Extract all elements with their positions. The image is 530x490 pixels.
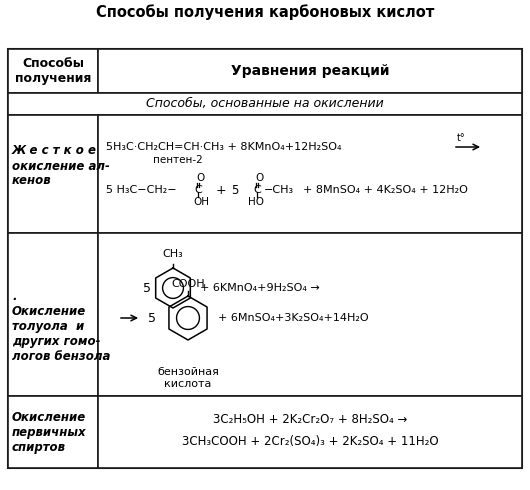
Text: Способы, основанные на окислении: Способы, основанные на окислении	[146, 98, 384, 111]
Bar	[8, 233, 98, 396]
Bar	[98, 49, 522, 93]
Text: HO: HO	[248, 197, 264, 207]
Text: 3C₂H₅OH + 2K₂Cr₂O₇ + 8H₂SO₄ →: 3C₂H₅OH + 2K₂Cr₂O₇ + 8H₂SO₄ →	[213, 413, 407, 425]
Bar	[98, 396, 522, 468]
Text: C: C	[253, 185, 261, 195]
Bar	[8, 49, 98, 93]
Text: COOH: COOH	[171, 279, 205, 289]
Text: 5: 5	[143, 281, 151, 294]
Text: 5: 5	[148, 312, 156, 324]
Text: CH₃: CH₃	[163, 249, 183, 259]
Text: Способы
получения: Способы получения	[15, 57, 91, 85]
Bar	[8, 396, 98, 468]
Text: Способы получения карбоновых кислот: Способы получения карбоновых кислот	[96, 4, 434, 20]
Bar	[8, 93, 522, 115]
Text: + 6KMnO₄+9H₂SO₄ →: + 6KMnO₄+9H₂SO₄ →	[200, 283, 320, 293]
Text: −CH₃: −CH₃	[264, 185, 294, 195]
Text: Уравнения реакций: Уравнения реакций	[231, 64, 389, 78]
Bar	[8, 115, 98, 233]
Bar	[8, 49, 522, 468]
Bar	[98, 233, 522, 396]
Text: 3CH₃COOH + 2Cr₂(SO₄)₃ + 2K₂SO₄ + 11H₂O: 3CH₃COOH + 2Cr₂(SO₄)₃ + 2K₂SO₄ + 11H₂O	[182, 435, 438, 447]
Text: 5: 5	[231, 183, 239, 196]
Text: Окисление
первичных
спиртов: Окисление первичных спиртов	[12, 411, 86, 454]
Text: 5 H₃C−CH₂−: 5 H₃C−CH₂−	[106, 185, 176, 195]
Text: +: +	[216, 183, 227, 196]
Text: Ж е с т к о е
окисление ал-
кенов: Ж е с т к о е окисление ал- кенов	[12, 145, 110, 188]
Text: O: O	[196, 173, 204, 183]
Text: t°: t°	[457, 133, 466, 143]
Text: 5H₃C·CH₂CH=CH·CH₃ + 8KMnO₄+12H₂SO₄: 5H₃C·CH₂CH=CH·CH₃ + 8KMnO₄+12H₂SO₄	[106, 142, 341, 152]
Text: + 6MnSO₄+3K₂SO₄+14H₂O: + 6MnSO₄+3K₂SO₄+14H₂O	[218, 313, 369, 323]
Text: OH: OH	[193, 197, 209, 207]
Text: + 8MnSO₄ + 4K₂SO₄ + 12H₂O: + 8MnSO₄ + 4K₂SO₄ + 12H₂O	[303, 185, 468, 195]
Text: .
Окисление
толуола  и
других гомо-
логов бензола: . Окисление толуола и других гомо- логов…	[12, 290, 110, 363]
Text: бензойная
кислота: бензойная кислота	[157, 367, 219, 389]
Text: O: O	[255, 173, 263, 183]
Text: пентен-2: пентен-2	[153, 155, 203, 165]
Text: C: C	[194, 185, 202, 195]
Bar	[98, 115, 522, 233]
